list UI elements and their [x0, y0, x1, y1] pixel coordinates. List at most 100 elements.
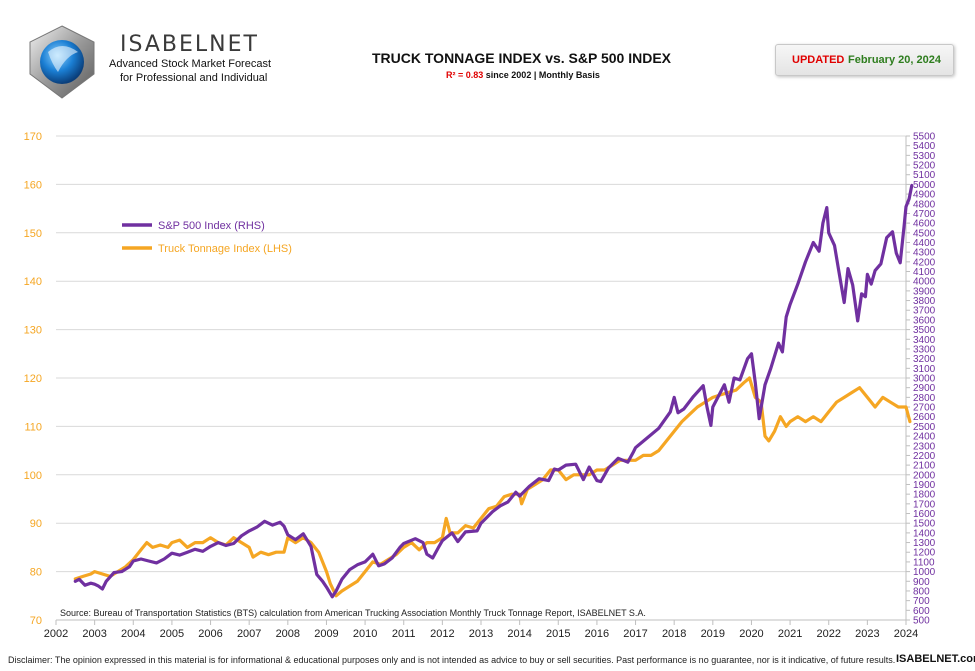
right-tick-label: 1700	[913, 499, 936, 510]
right-tick-label: 3500	[913, 325, 936, 336]
left-tick-label: 100	[24, 470, 42, 482]
subtitle-rest: since 2002 | Monthly Basis	[483, 70, 600, 80]
right-tick-label: 900	[913, 577, 930, 588]
x-axis-ticks: 2002 2003 2004 2005 2006 2007 2008 2009 2010 2011…	[44, 620, 918, 640]
right-tick-label: 3100	[913, 364, 936, 375]
x-tick-label: 2010	[353, 628, 377, 640]
left-tick-label: 80	[30, 567, 42, 579]
series-group	[73, 183, 914, 599]
right-tick-label: 4500	[913, 228, 936, 239]
right-tick-label: 1200	[913, 548, 936, 559]
series-line-sp500	[73, 183, 914, 599]
isabelnet-emblem-icon	[29, 25, 95, 99]
x-tick-label: 2019	[701, 628, 725, 640]
x-tick-label: 2007	[237, 628, 261, 640]
right-tick-label: 4300	[913, 248, 936, 259]
legend-label-sp500: S&P 500 Index (RHS)	[158, 220, 265, 232]
right-tick-label: 5500	[913, 132, 936, 143]
chart-title: TRUCK TONNAGE INDEX vs. S&P 500 INDEX	[372, 50, 672, 66]
chart: 70 80 90 100 110 120 130 140 150 160 170 500600700…	[24, 131, 936, 640]
right-tick-label: 1800	[913, 490, 936, 501]
x-tick-label: 2008	[276, 628, 300, 640]
left-tick-label: 140	[24, 276, 42, 288]
right-tick-label: 4900	[913, 190, 936, 201]
right-tick-label: 3000	[913, 374, 936, 385]
x-tick-label: 2012	[430, 628, 454, 640]
legend-label-truck: Truck Tonnage Index (LHS)	[158, 243, 292, 255]
right-tick-label: 4100	[913, 267, 936, 278]
x-tick-label: 2003	[82, 628, 106, 640]
right-tick-label: 2400	[913, 432, 936, 443]
left-tick-label: 130	[24, 325, 42, 337]
right-tick-label: 5200	[913, 161, 936, 172]
x-tick-label: 2013	[469, 628, 493, 640]
right-tick-label: 2600	[913, 412, 936, 423]
header: ISABELNET Advanced Stock Market Forecast…	[0, 0, 975, 115]
legend: S&P 500 Index (RHS) Truck Tonnage Index …	[122, 220, 292, 255]
right-tick-label: 1500	[913, 519, 936, 530]
left-tick-label: 70	[30, 615, 42, 627]
left-tick-label: 150	[24, 228, 42, 240]
right-tick-label: 3200	[913, 354, 936, 365]
updated-label: UPDATED	[792, 54, 845, 66]
site-url[interactable]: ISABELNET.com	[896, 653, 975, 665]
right-tick-label: 500	[913, 616, 930, 627]
x-tick-label: 2014	[507, 628, 531, 640]
left-axis-ticks: 70 80 90 100 110 120 130 140 150 160 170	[24, 131, 42, 627]
disclaimer: Disclaimer: The opinion expressed in thi…	[8, 655, 896, 665]
right-tick-label: 3600	[913, 315, 936, 326]
right-tick-label: 1000	[913, 567, 936, 578]
r-squared: R² = 0.83	[446, 70, 484, 80]
right-tick-label: 4800	[913, 199, 936, 210]
right-tick-label: 2700	[913, 403, 936, 414]
x-tick-label: 2016	[585, 628, 609, 640]
right-tick-label: 5000	[913, 180, 936, 191]
brand-tagline-2: for Professional and Individual	[120, 72, 268, 84]
x-tick-label: 2022	[816, 628, 840, 640]
right-tick-label: 1900	[913, 480, 936, 491]
right-tick-label: 1400	[913, 528, 936, 539]
right-tick-label: 3900	[913, 286, 936, 297]
right-tick-label: 3800	[913, 296, 936, 307]
right-tick-label: 2200	[913, 451, 936, 462]
right-tick-label: 5100	[913, 170, 936, 181]
x-tick-label: 2018	[662, 628, 686, 640]
right-tick-label: 5300	[913, 151, 936, 162]
x-tick-label: 2002	[44, 628, 68, 640]
brand-logo[interactable]: ISABELNET Advanced Stock Market Forecast…	[22, 22, 292, 102]
left-tick-label: 120	[24, 373, 42, 385]
right-tick-label: 1300	[913, 538, 936, 549]
right-tick-label: 1600	[913, 509, 936, 520]
right-tick-label: 1100	[913, 557, 935, 568]
left-tick-label: 170	[24, 131, 42, 143]
x-tick-label: 2006	[198, 628, 222, 640]
brand-name: ISABELNET	[120, 32, 259, 57]
brand-tagline-1: Advanced Stock Market Forecast	[109, 58, 272, 70]
right-tick-label: 2800	[913, 393, 936, 404]
x-tick-label: 2015	[546, 628, 570, 640]
right-tick-label: 4700	[913, 209, 936, 220]
right-tick-label: 2100	[913, 461, 936, 472]
x-tick-label: 2020	[739, 628, 763, 640]
right-tick-label: 3300	[913, 344, 936, 355]
right-tick-label: 4400	[913, 238, 936, 249]
x-tick-label: 2005	[160, 628, 184, 640]
right-tick-label: 2000	[913, 470, 936, 481]
right-axis-ticks: 5006007008009001000110012001300140015001…	[905, 132, 936, 627]
right-tick-label: 4200	[913, 257, 936, 268]
right-tick-label: 4000	[913, 277, 936, 288]
source-note: Source: Bureau of Transportation Statist…	[60, 608, 646, 618]
x-tick-label: 2023	[855, 628, 879, 640]
updated-badge: UPDATED February 20, 2024	[775, 44, 954, 76]
left-tick-label: 90	[30, 518, 42, 530]
x-tick-label: 2004	[121, 628, 145, 640]
x-tick-label: 2024	[894, 628, 918, 640]
left-tick-label: 160	[24, 179, 42, 191]
right-tick-label: 3400	[913, 335, 936, 346]
right-tick-label: 800	[913, 586, 930, 597]
right-tick-label: 700	[913, 596, 930, 607]
right-tick-label: 4600	[913, 219, 936, 230]
grid-lines	[56, 135, 906, 621]
right-tick-label: 600	[913, 606, 930, 617]
chart-subtitle: R² = 0.83 since 2002 | Monthly Basis	[446, 70, 600, 80]
